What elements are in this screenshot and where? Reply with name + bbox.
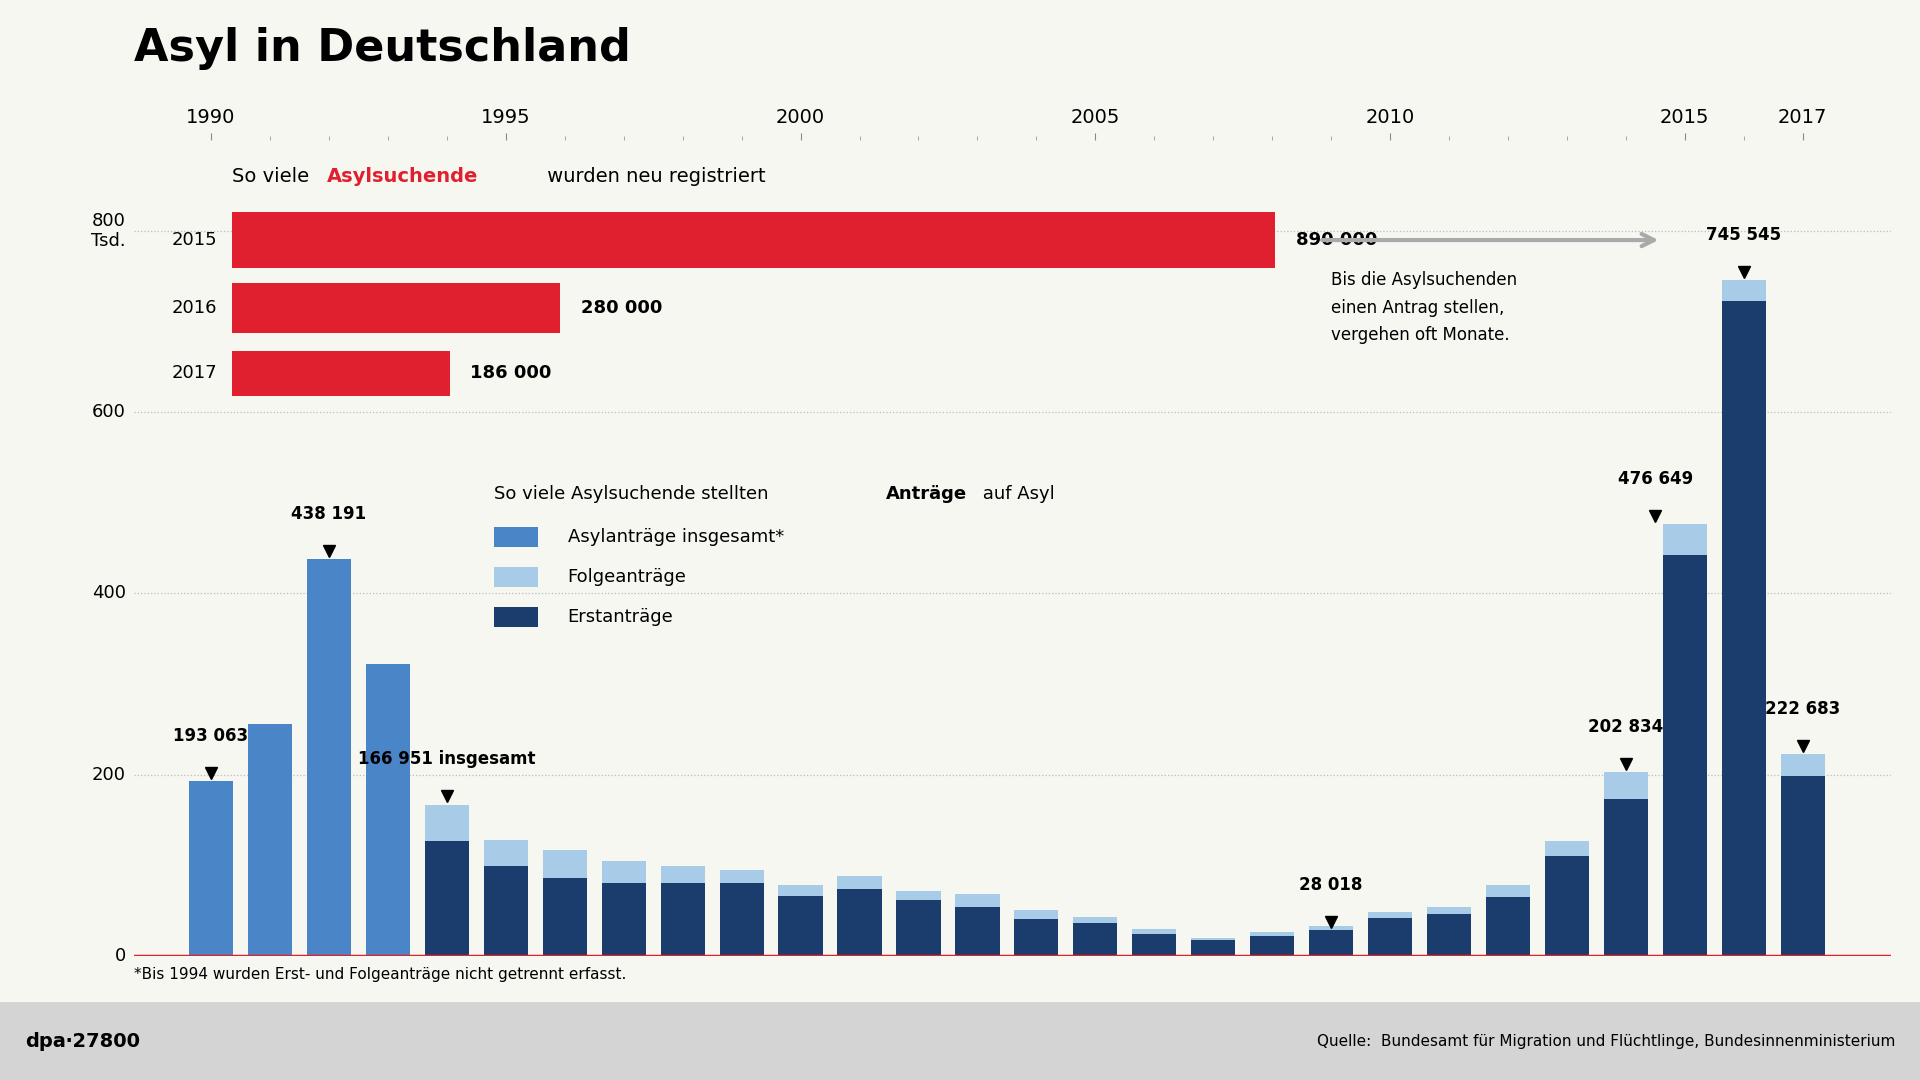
Bar xyxy=(1014,910,1058,919)
Bar xyxy=(660,866,705,882)
Bar xyxy=(543,878,588,956)
Text: Folgeanträge: Folgeanträge xyxy=(568,568,687,586)
Bar xyxy=(837,876,881,889)
Bar xyxy=(956,894,1000,907)
Bar xyxy=(778,895,822,956)
Bar xyxy=(1367,918,1413,956)
Bar xyxy=(1486,886,1530,896)
Bar xyxy=(1546,840,1590,856)
Text: 2017: 2017 xyxy=(171,364,217,382)
Text: So viele: So viele xyxy=(232,167,315,186)
Bar xyxy=(1603,799,1647,956)
Bar xyxy=(1250,936,1294,956)
Bar xyxy=(543,850,588,878)
Bar xyxy=(1722,281,1766,301)
Text: 280 000: 280 000 xyxy=(580,299,662,318)
Text: Anträge: Anträge xyxy=(885,485,968,503)
Text: Asylsuchende: Asylsuchende xyxy=(326,167,478,186)
Text: Bis die Asylsuchenden
einen Antrag stellen,
vergehen oft Monate.: Bis die Asylsuchenden einen Antrag stell… xyxy=(1331,271,1517,345)
Bar xyxy=(1722,301,1766,956)
Bar xyxy=(1250,932,1294,936)
Bar xyxy=(1603,772,1647,799)
Bar xyxy=(660,882,705,956)
Text: 745 545: 745 545 xyxy=(1707,226,1782,244)
Bar xyxy=(1663,524,1707,555)
Bar xyxy=(1309,930,1354,956)
Bar xyxy=(424,840,468,956)
Bar xyxy=(778,885,822,895)
Bar xyxy=(1133,934,1177,956)
Text: 28 018: 28 018 xyxy=(1300,876,1363,894)
Bar xyxy=(1663,555,1707,956)
Bar xyxy=(493,527,538,548)
Text: 2015: 2015 xyxy=(171,231,217,249)
Text: Asyl in Deutschland: Asyl in Deutschland xyxy=(134,27,632,70)
Text: 890 000: 890 000 xyxy=(1296,231,1377,249)
Text: 193 063: 193 063 xyxy=(173,727,248,744)
Bar xyxy=(493,607,538,626)
Bar xyxy=(1546,856,1590,956)
Text: So viele Asylsuchende stellten: So viele Asylsuchende stellten xyxy=(493,485,774,503)
Text: 438 191: 438 191 xyxy=(292,504,367,523)
Text: 166 951 insgesamt: 166 951 insgesamt xyxy=(359,751,536,768)
Bar xyxy=(1780,777,1824,956)
Bar xyxy=(956,907,1000,956)
Bar xyxy=(232,351,449,396)
Bar xyxy=(424,805,468,840)
Bar xyxy=(601,883,645,956)
Text: Erstanträge: Erstanträge xyxy=(568,608,674,626)
Bar xyxy=(1190,939,1235,941)
Bar xyxy=(1133,929,1177,934)
Bar xyxy=(601,861,645,883)
Text: 222 683: 222 683 xyxy=(1764,700,1841,718)
Bar xyxy=(1427,907,1471,915)
Bar xyxy=(720,883,764,956)
Text: dpa‧27800: dpa‧27800 xyxy=(25,1031,140,1051)
Bar xyxy=(367,663,411,956)
Text: wurden neu registriert: wurden neu registriert xyxy=(541,167,766,186)
Bar xyxy=(484,840,528,865)
Bar xyxy=(837,889,881,956)
Bar xyxy=(1190,941,1235,956)
Text: 186 000: 186 000 xyxy=(470,364,551,382)
Text: *Bis 1994 wurden Erst- und Folgeanträge nicht getrennt erfasst.: *Bis 1994 wurden Erst- und Folgeanträge … xyxy=(134,967,626,982)
Bar xyxy=(720,869,764,883)
Bar xyxy=(232,212,1275,268)
Bar xyxy=(1486,896,1530,956)
Text: 202 834: 202 834 xyxy=(1588,718,1663,735)
Bar xyxy=(897,891,941,901)
Bar xyxy=(307,558,351,956)
Bar xyxy=(1073,923,1117,956)
Bar xyxy=(1309,926,1354,930)
Bar xyxy=(232,283,561,333)
Bar xyxy=(188,781,232,956)
Bar xyxy=(1780,754,1824,777)
Bar xyxy=(1427,915,1471,956)
Bar xyxy=(897,901,941,956)
Text: Quelle:  Bundesamt für Migration und Flüchtlinge, Bundesinnenministerium: Quelle: Bundesamt für Migration und Flüc… xyxy=(1317,1034,1895,1049)
Bar xyxy=(1014,919,1058,956)
Bar xyxy=(493,567,538,588)
Bar xyxy=(248,724,292,956)
Bar xyxy=(1073,917,1117,923)
Text: 2016: 2016 xyxy=(171,299,217,318)
Text: auf Asyl: auf Asyl xyxy=(977,485,1056,503)
Bar xyxy=(1367,912,1413,918)
Bar xyxy=(484,865,528,956)
Text: Asylanträge insgesamt*: Asylanträge insgesamt* xyxy=(568,528,783,546)
Text: 476 649: 476 649 xyxy=(1619,470,1693,488)
